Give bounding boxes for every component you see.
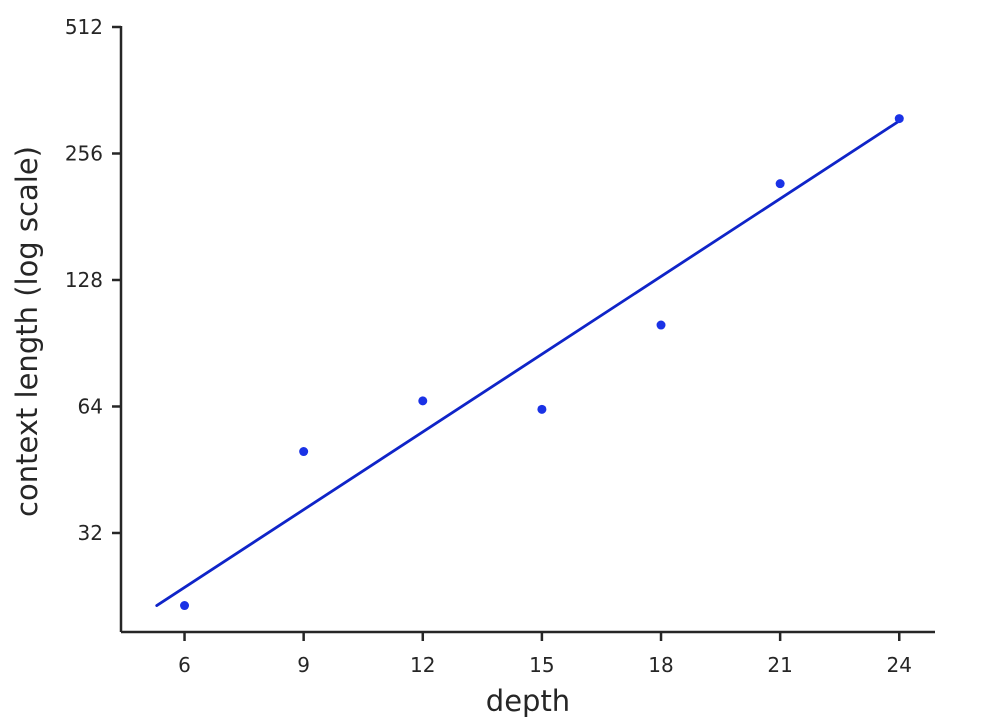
y-tick-label: 32 [78, 521, 103, 545]
x-tick-label: 9 [297, 653, 310, 677]
x-tick-label: 21 [767, 653, 792, 677]
y-axis-title: context length (log scale) [10, 146, 44, 517]
y-tick-label: 64 [78, 394, 103, 418]
data-point [418, 396, 428, 406]
x-tick-label: 24 [887, 653, 912, 677]
y-axis-ticks: 32 64 128 256 512 [65, 15, 121, 545]
fit-line-layer [155, 119, 901, 607]
x-tick-label: 15 [529, 653, 554, 677]
data-point [180, 601, 190, 611]
x-axis-ticks: 6 9 12 15 18 21 24 [178, 632, 912, 677]
fit-line [155, 119, 901, 607]
axes [119, 26, 935, 634]
y-tick-label: 256 [65, 141, 103, 165]
x-tick-label: 6 [178, 653, 191, 677]
data-point [656, 320, 666, 330]
x-tick-label: 18 [648, 653, 673, 677]
y-tick-label: 512 [65, 15, 103, 39]
data-point [894, 114, 904, 124]
x-axis-title: depth [486, 684, 570, 718]
data-point [775, 179, 785, 189]
data-point [537, 404, 547, 414]
data-point [299, 447, 309, 457]
y-tick-label: 128 [65, 268, 103, 292]
data-points [180, 114, 904, 611]
x-tick-label: 12 [410, 653, 435, 677]
